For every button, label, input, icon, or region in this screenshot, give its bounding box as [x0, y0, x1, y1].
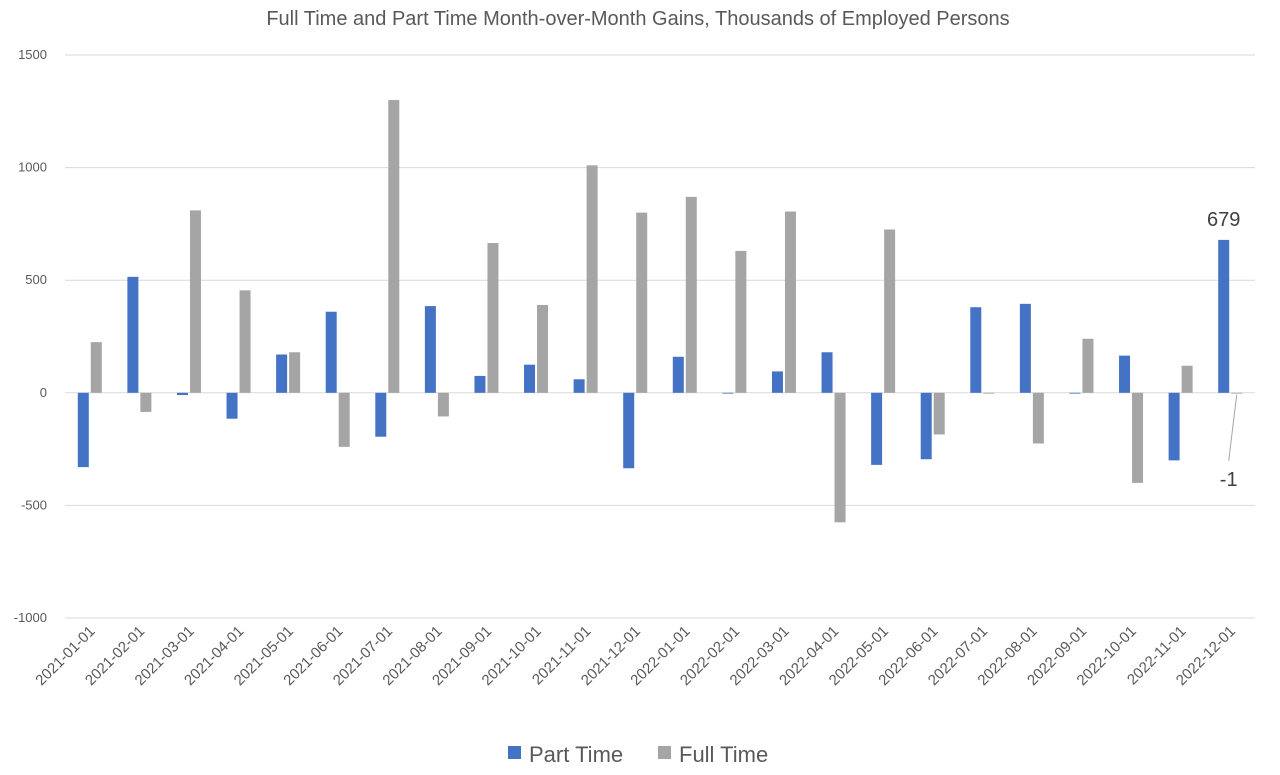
y-axis-ticks: 1500 1000 500 0 -500 -1000	[14, 47, 47, 625]
bar-part-time	[771, 371, 783, 393]
bar-full-time	[537, 304, 549, 393]
bar-part-time	[821, 352, 833, 393]
bar-full-time	[685, 196, 697, 393]
bar-part-time	[474, 375, 486, 393]
bar-part-time	[1069, 392, 1081, 394]
bar-part-time	[77, 392, 89, 468]
bar-part-time	[1119, 355, 1131, 393]
bar-full-time	[90, 342, 102, 393]
chart-title: Full Time and Part Time Month-over-Month…	[266, 8, 1009, 30]
bar-part-time	[1168, 392, 1180, 461]
bar-part-time	[920, 392, 932, 460]
data-label-leader	[1228, 394, 1238, 461]
bar-full-time	[1181, 365, 1193, 393]
bar-part-time	[1218, 239, 1230, 393]
bar-part-time	[226, 392, 238, 419]
bar-part-time	[424, 306, 436, 393]
legend-label: Full Time	[679, 742, 768, 767]
y-tick-label: 1000	[18, 160, 47, 175]
data-labels: 679 -1	[1207, 209, 1240, 491]
bar-full-time	[487, 243, 499, 393]
bars	[77, 100, 1243, 523]
bar-full-time	[1032, 392, 1044, 444]
bar-full-time	[784, 211, 796, 393]
legend-label: Part Time	[529, 742, 623, 767]
y-tick-label: -500	[21, 497, 47, 512]
bar-full-time	[735, 250, 747, 393]
y-tick-label: 1500	[18, 47, 47, 62]
bar-full-time	[834, 392, 846, 523]
bar-full-time	[189, 210, 201, 393]
y-tick-label: 500	[25, 272, 47, 287]
legend: Part Time Full Time	[508, 742, 768, 767]
bar-full-time	[983, 392, 995, 394]
bar-part-time	[623, 392, 635, 469]
bar-full-time	[1082, 338, 1094, 393]
grid-lines	[65, 54, 1255, 619]
x-axis-ticks: 2021-01-012021-02-012021-03-012021-04-01…	[32, 623, 1239, 689]
bar-full-time	[289, 352, 301, 393]
bar-part-time	[970, 307, 982, 393]
bar-part-time	[573, 379, 585, 393]
bar-part-time	[325, 311, 337, 393]
bar-part-time	[524, 364, 536, 393]
bar-full-time	[140, 392, 152, 412]
legend-swatch	[508, 746, 521, 759]
data-label: -1	[1220, 469, 1238, 491]
bar-full-time	[1132, 392, 1144, 483]
bar-full-time	[338, 392, 350, 447]
bar-part-time	[176, 392, 188, 396]
bar-part-time	[127, 276, 139, 393]
bar-full-time	[884, 229, 896, 393]
bar-part-time	[375, 392, 387, 437]
bar-part-time	[276, 354, 288, 393]
bar-full-time	[1231, 392, 1243, 394]
bar-part-time	[871, 392, 883, 465]
bar-full-time	[239, 290, 251, 393]
bar-part-time	[672, 356, 684, 393]
bar-part-time	[1019, 303, 1031, 393]
bar-full-time	[933, 392, 945, 435]
y-tick-label: -1000	[14, 610, 47, 625]
bar-full-time	[437, 392, 449, 417]
bar-part-time	[722, 392, 734, 394]
data-label: 679	[1207, 209, 1240, 231]
y-tick-label: 0	[40, 385, 47, 400]
bar-full-time	[388, 100, 400, 393]
legend-swatch	[658, 746, 671, 759]
bar-full-time	[586, 165, 598, 393]
bar-full-time	[636, 212, 648, 393]
